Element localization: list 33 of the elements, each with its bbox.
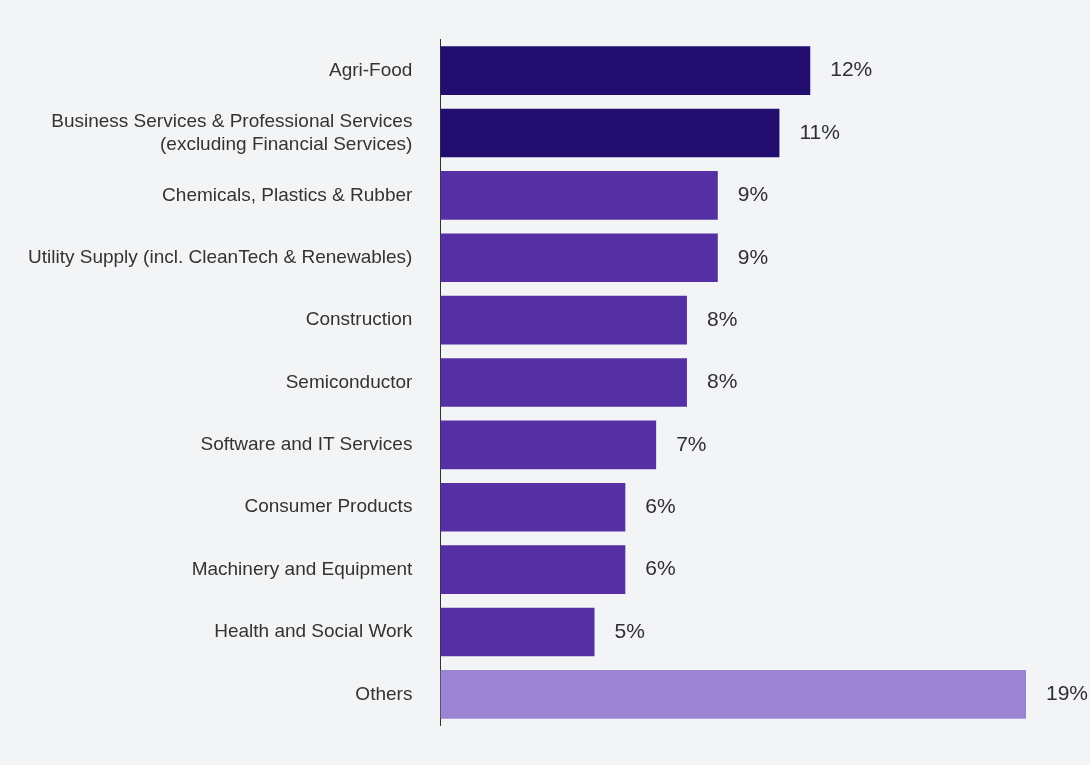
data-label: 6% <box>645 556 676 580</box>
y-tick-label: Semiconductor <box>285 370 414 392</box>
data-label: 9% <box>737 244 769 268</box>
y-tick-label: Utility Supply (incl. CleanTech & Renewables) <box>28 245 413 267</box>
bar <box>440 295 687 345</box>
bar <box>440 358 687 407</box>
bar <box>440 545 626 594</box>
y-tick-label: Others <box>355 682 413 704</box>
y-tick-label: Construction <box>305 308 413 330</box>
bar <box>440 46 811 95</box>
bar <box>440 108 780 158</box>
y-tick-label: Health and Social Work <box>214 620 413 642</box>
y-tick-label: Agri-Food <box>328 58 413 80</box>
y-tick-label: Software and IT Services <box>200 433 413 455</box>
data-label: 12% <box>830 57 873 81</box>
data-label: 19% <box>1046 681 1089 705</box>
bar <box>440 607 595 657</box>
y-tick-label: Consumer Products <box>244 495 413 517</box>
data-label: 5% <box>614 618 645 642</box>
bar <box>440 233 718 283</box>
data-label: 8% <box>706 369 738 393</box>
data-label: 11% <box>799 119 840 143</box>
bar <box>440 482 626 532</box>
y-tick-label: Business Services & Professional Services (excluding Financial Services) <box>51 109 413 154</box>
data-label: 7% <box>676 431 707 455</box>
data-label: 8% <box>706 306 738 330</box>
y-tick-label: Chemicals, Plastics & Rubber <box>162 183 414 205</box>
data-label: 6% <box>645 494 676 518</box>
y-tick-label: Machinery and Equipment <box>191 557 414 579</box>
data-label: 9% <box>737 182 769 206</box>
bar <box>440 670 1026 719</box>
bar <box>440 420 657 470</box>
bar <box>440 171 718 220</box>
